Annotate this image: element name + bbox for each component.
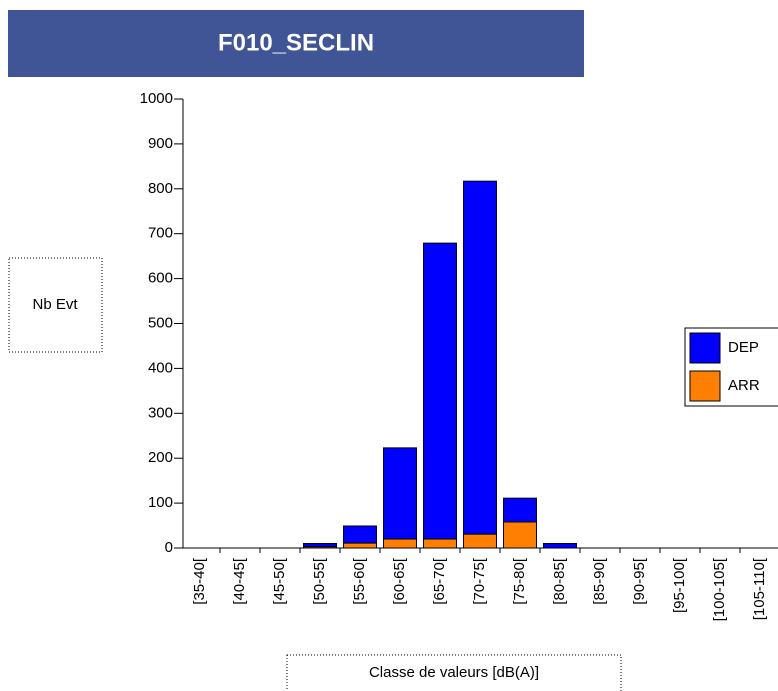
x-tick-label: [40-45[ bbox=[231, 557, 248, 605]
y-tick-label: 700 bbox=[148, 225, 173, 242]
y-tick-label: 500 bbox=[148, 314, 173, 331]
chart-title: F010_SECLIN bbox=[218, 29, 374, 56]
x-tick-label: [35-40[ bbox=[191, 557, 208, 605]
y-tick-label: 300 bbox=[148, 404, 173, 421]
bar-segment bbox=[423, 538, 457, 549]
x-tick-label: [60-65[ bbox=[391, 557, 408, 605]
x-tick-label: [70-75[ bbox=[471, 557, 488, 605]
y-tick-label: 1000 bbox=[140, 90, 173, 107]
y-tick-label: 200 bbox=[148, 449, 173, 466]
y-label-box bbox=[8, 257, 103, 353]
bar-segment bbox=[303, 543, 337, 548]
x-tick-label: [45-50[ bbox=[271, 557, 288, 605]
bar-segment bbox=[463, 180, 497, 535]
bar-segment bbox=[503, 497, 537, 523]
y-tick-label: 600 bbox=[148, 270, 173, 287]
x-tick-label: [90-95[ bbox=[631, 557, 648, 605]
y-tick-label: 100 bbox=[148, 494, 173, 511]
bar-segment bbox=[503, 521, 537, 549]
legend-swatch bbox=[689, 370, 721, 402]
legend-swatch bbox=[689, 332, 721, 364]
bar-segment bbox=[383, 447, 417, 540]
x-axis-label: Classe de valeurs [dB(A)] bbox=[369, 664, 539, 681]
bar-segment bbox=[463, 533, 497, 549]
bar-segment bbox=[343, 525, 377, 544]
x-tick-label: [85-90[ bbox=[591, 557, 608, 605]
x-tick-label: [50-55[ bbox=[311, 557, 328, 605]
bar-segment bbox=[383, 538, 417, 549]
x-tick-label: [100-105[ bbox=[711, 557, 728, 621]
y-tick-label: 800 bbox=[148, 180, 173, 197]
x-tick-label: [105-110[ bbox=[751, 557, 768, 620]
x-tick-label: [80-85[ bbox=[551, 557, 568, 605]
y-axis-label: Nb Evt bbox=[32, 296, 78, 313]
bar-segment bbox=[423, 242, 457, 540]
legend-label: DEP bbox=[728, 339, 759, 356]
x-tick-label: [75-80[ bbox=[511, 557, 528, 605]
y-tick-label: 900 bbox=[148, 135, 173, 152]
x-tick-label: [65-70[ bbox=[431, 557, 448, 605]
y-tick-label: 400 bbox=[148, 359, 173, 376]
legend-label: ARR bbox=[728, 377, 760, 394]
x-tick-label: [55-60[ bbox=[351, 557, 368, 605]
y-tick-label: 0 bbox=[165, 539, 173, 556]
bar-segment bbox=[343, 542, 377, 549]
bar-segment bbox=[543, 543, 577, 549]
x-tick-label: [95-100[ bbox=[671, 557, 688, 613]
title-banner bbox=[8, 10, 584, 77]
x-label-box bbox=[286, 654, 622, 691]
